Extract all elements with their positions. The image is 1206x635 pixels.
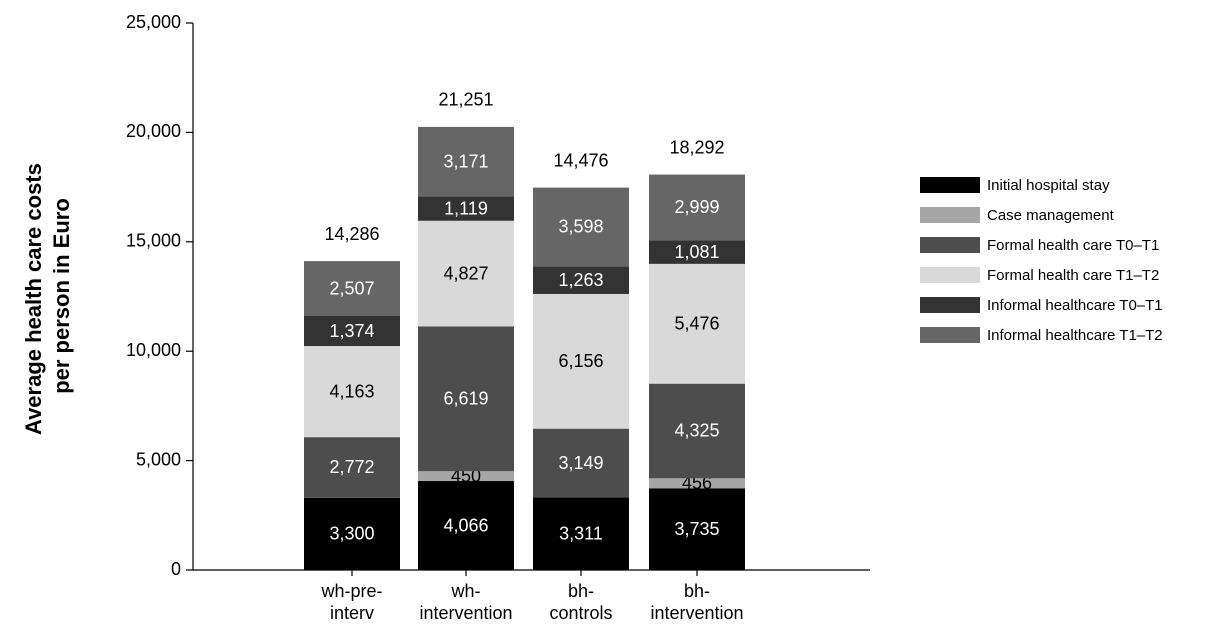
x-tick-label-line: wh-pre- (320, 581, 382, 601)
value-label: 2,772 (329, 457, 374, 477)
bar-segment (533, 266, 629, 294)
x-tick-label-line: interv (330, 603, 374, 623)
legend-label: Formal health care T0–T1 (987, 237, 1159, 254)
x-tick-label-line: intervention (419, 603, 512, 623)
legend-label: Formal health care T1–T2 (987, 267, 1159, 284)
bar-segment (418, 220, 514, 327)
legend-swatch (920, 177, 980, 193)
bar-segment (418, 471, 514, 482)
bar-segment (304, 346, 400, 438)
value-label: 6,156 (558, 351, 603, 371)
value-label: 3,311 (559, 524, 603, 544)
y-tick-label: 25,000 (126, 12, 181, 32)
x-tick-label-line: bh- (568, 581, 594, 601)
value-label: 4,827 (443, 263, 488, 283)
legend-label: Case management (987, 207, 1115, 224)
bar-segment (304, 497, 400, 570)
value-label: 1,263 (558, 270, 603, 290)
legend-swatch (920, 297, 980, 313)
legend-label: Initial hospital stay (987, 177, 1110, 194)
x-tick-label-line: controls (549, 603, 612, 623)
bar-segment (304, 437, 400, 498)
value-label: 3,735 (674, 519, 719, 539)
bar-segment (533, 428, 629, 498)
y-tick-label: 10,000 (126, 340, 181, 360)
x-tick-label: wh-pre-interv (320, 581, 382, 623)
bar-segment (418, 196, 514, 221)
value-label: 4,066 (443, 515, 488, 535)
bar-segment (418, 126, 514, 197)
y-axis-label: Average health care costs per person in … (21, 157, 74, 435)
value-label: 2,999 (674, 197, 719, 217)
x-tick-label-line: intervention (650, 603, 743, 623)
value-label: 5,476 (674, 314, 719, 334)
bar-segment (649, 263, 745, 384)
value-label: 1,119 (444, 198, 488, 218)
bar-segment (418, 481, 514, 570)
value-label: 4,163 (329, 381, 374, 401)
bar-segment (649, 478, 745, 489)
x-tick-label: wh-intervention (419, 581, 512, 623)
legend-swatch (920, 267, 980, 283)
y-axis-label-line: Average health care costs (21, 163, 46, 435)
bar-segment (304, 315, 400, 347)
x-tick-label-line: bh- (684, 581, 710, 601)
bar-segment (533, 293, 629, 429)
value-label: 3,598 (558, 217, 603, 237)
bar-segment (649, 488, 745, 570)
bar-segment (533, 187, 629, 267)
x-tick-label: bh-intervention (650, 581, 743, 623)
x-tick-label-line: wh- (450, 581, 480, 601)
total-label: 18,292 (669, 137, 724, 157)
bar-segment (649, 240, 745, 264)
value-label: 3,300 (329, 524, 374, 544)
x-tick-label: bh-controls (549, 581, 612, 623)
legend-swatch (920, 327, 980, 343)
legend-label: Informal healthcare T1–T2 (987, 327, 1163, 344)
bar-segment (304, 261, 400, 316)
bar-segment (418, 326, 514, 472)
y-tick-label: 20,000 (126, 121, 181, 141)
legend-label: Informal healthcare T0–T1 (987, 297, 1163, 314)
value-label: 3,171 (443, 151, 488, 171)
value-label: 2,507 (329, 278, 374, 298)
legend-swatch (920, 207, 980, 223)
value-label: 1,374 (329, 321, 374, 341)
y-tick-label: 5,000 (136, 449, 181, 469)
y-tick-label: 0 (171, 559, 181, 579)
bar-segment (649, 174, 745, 241)
total-label: 14,286 (324, 224, 379, 244)
total-label: 14,476 (553, 150, 608, 170)
value-label: 6,619 (443, 389, 488, 409)
value-label: 4,325 (674, 421, 719, 441)
value-label: 3,149 (558, 453, 603, 473)
bar-segment (533, 497, 629, 570)
y-tick-label: 15,000 (126, 231, 181, 251)
y-axis-label-line: per person in Euro (49, 198, 74, 394)
bar-segment (649, 383, 745, 479)
legend-swatch (920, 237, 980, 253)
value-label: 1,081 (674, 242, 719, 262)
total-label: 21,251 (438, 90, 493, 110)
